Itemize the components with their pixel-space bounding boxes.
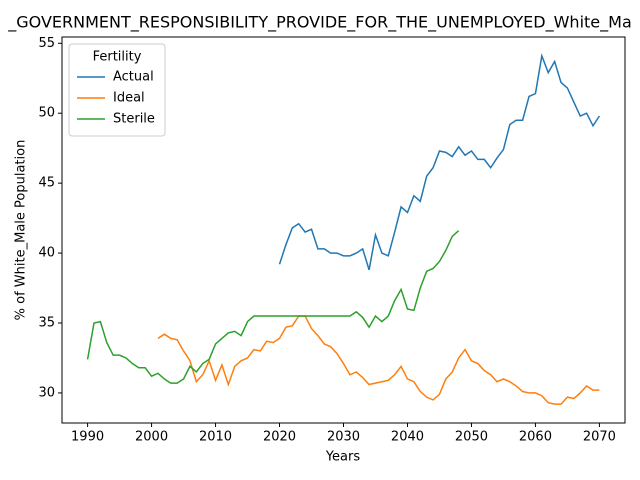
y-tick-label: 40 [38, 246, 55, 261]
x-tick-label: 2020 [263, 430, 296, 445]
x-tick-label: 2070 [583, 430, 616, 445]
x-tick-label: 2040 [391, 430, 424, 445]
legend-label: Sterile [113, 112, 155, 127]
x-axis-label: Years [325, 450, 361, 465]
y-tick-label: 55 [38, 36, 55, 51]
legend-label: Ideal [113, 91, 145, 106]
y-tick-label: 50 [38, 106, 55, 121]
legend-label: Actual [113, 70, 154, 85]
x-tick-label: 2030 [327, 430, 360, 445]
y-tick-label: 30 [38, 385, 55, 400]
x-tick-label: 2000 [135, 430, 168, 445]
legend-box [68, 43, 166, 137]
y-tick-label: 45 [38, 176, 55, 191]
y-tick-label: 35 [38, 316, 55, 331]
line-series [86, 230, 460, 384]
plot-frame [61, 36, 626, 424]
x-tick-label: 2060 [519, 430, 552, 445]
x-tick-label: 2010 [199, 430, 232, 445]
x-tick-label: 1990 [71, 430, 104, 445]
line-series [278, 53, 601, 271]
x-tick-label: 2050 [455, 430, 488, 445]
legend-title: Fertility [93, 50, 142, 65]
y-axis-label: % of White_Male Population [14, 140, 29, 321]
line-series [157, 315, 600, 405]
chart-title: _GOVERNMENT_RESPONSIBILITY_PROVIDE_FOR_T… [7, 13, 632, 33]
